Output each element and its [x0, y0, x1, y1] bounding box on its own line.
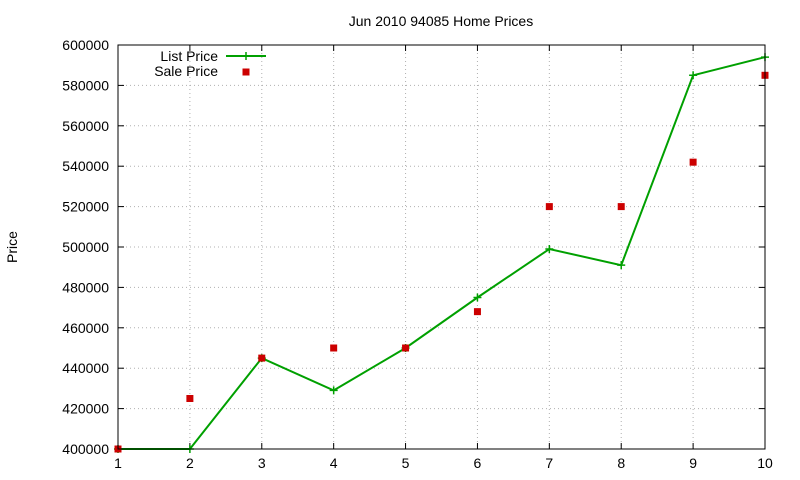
- y-axis-label: Price: [4, 231, 20, 263]
- legend-label-sale-price: Sale Price: [154, 63, 218, 79]
- sale-price-point: [545, 203, 553, 211]
- sale-price-point: [473, 308, 481, 316]
- sale-price-point: [689, 158, 697, 166]
- x-tick-label: 4: [330, 455, 338, 471]
- y-tick-label: 520000: [62, 199, 109, 215]
- list-price-point: [329, 386, 338, 395]
- legend-marker-list-price: [242, 52, 250, 60]
- legend-marker-sale-price: [242, 68, 250, 76]
- x-tick-label: 8: [617, 455, 625, 471]
- grid-lines: [118, 45, 765, 449]
- y-tick-label: 460000: [62, 320, 109, 336]
- y-tick-label: 540000: [62, 158, 109, 174]
- plot-frame: [117, 44, 766, 450]
- x-tick-label: 7: [545, 455, 553, 471]
- sale-price-point: [186, 395, 194, 402]
- x-tick-label: 1: [114, 455, 122, 471]
- y-tick-label: 500000: [62, 239, 109, 255]
- sale-price-point: [258, 354, 266, 362]
- y-tick-label: 560000: [62, 118, 109, 134]
- sale-price-point: [402, 344, 410, 352]
- list-price-point: [473, 293, 482, 302]
- x-tick-label: 2: [186, 455, 194, 471]
- x-tick-label: 6: [474, 455, 482, 471]
- y-tick-label: 440000: [62, 360, 109, 376]
- y-tick-label: 420000: [62, 401, 109, 417]
- sale-price-point: [330, 344, 338, 352]
- y-tick-label: 400000: [62, 441, 109, 457]
- tick-labels: 1 2 3 4 5 6 7 8 9 10 400000 420000 440000 460000 48000…: [62, 37, 773, 471]
- y-tick-label: 600000: [62, 37, 109, 53]
- x-tick-label: 3: [258, 455, 266, 471]
- list-price-point: [689, 71, 698, 80]
- list-price-line: [118, 56, 766, 450]
- sale-price-point: [617, 203, 625, 211]
- chart-title: Jun 2010 94085 Home Prices: [349, 13, 533, 29]
- axis-ticks: [117, 44, 766, 450]
- x-tick-label: 9: [689, 455, 697, 471]
- x-tick-label: 10: [757, 455, 773, 471]
- y-tick-label: 480000: [62, 279, 109, 295]
- y-tick-label: 580000: [62, 77, 109, 93]
- x-tick-label: 5: [402, 455, 410, 471]
- data-series: [114, 53, 769, 453]
- list-price-point: [617, 261, 626, 270]
- list-price-point: [545, 245, 554, 254]
- legend-label-list-price: List Price: [160, 48, 218, 64]
